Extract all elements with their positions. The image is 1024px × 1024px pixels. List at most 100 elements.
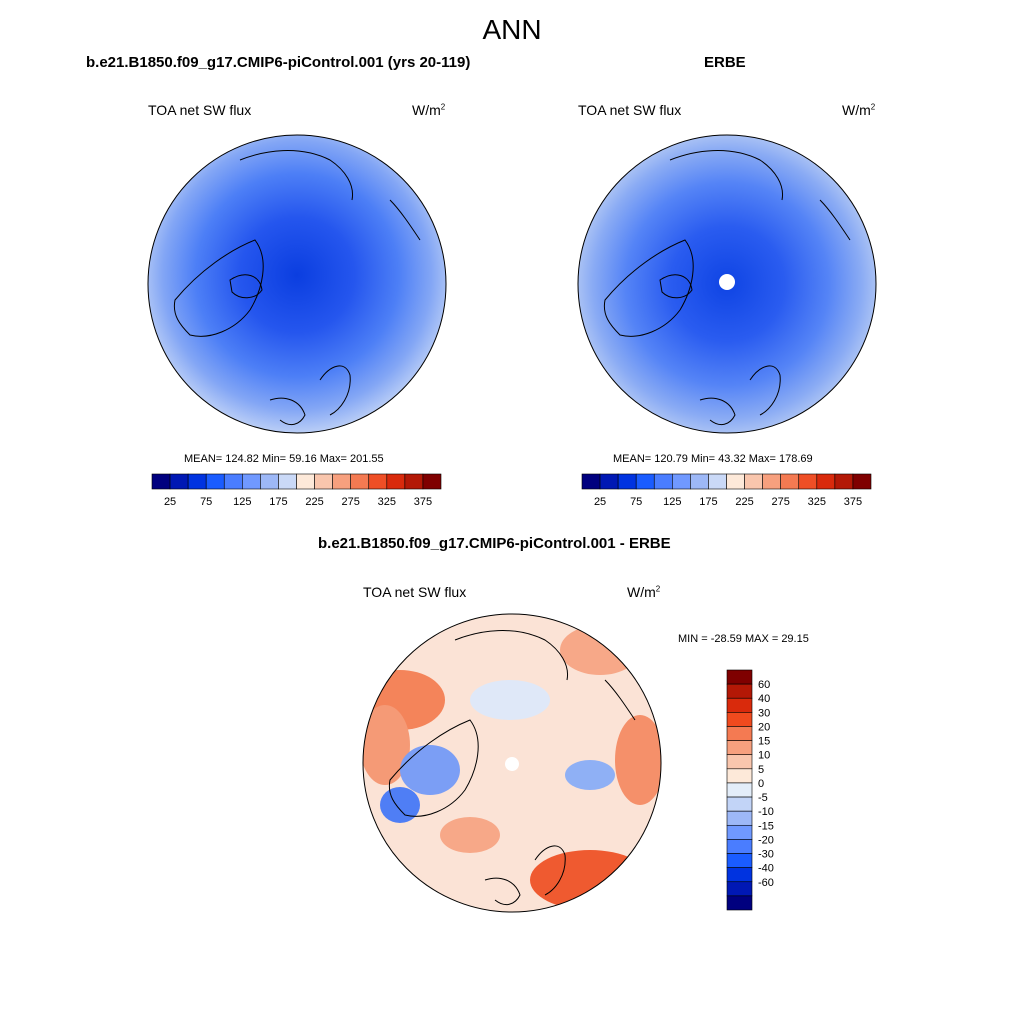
- main-title: ANN: [482, 14, 542, 45]
- panel2-variable-label: TOA net SW flux: [578, 102, 682, 118]
- colorbar-tick-label: -30: [758, 849, 774, 861]
- colorbar-box: [726, 669, 753, 685]
- colorbar-box: [726, 810, 753, 826]
- panel3-variable-label: TOA net SW flux: [363, 584, 467, 600]
- colorbar-tick-label: 125: [233, 496, 251, 508]
- colorbar-box: [798, 473, 818, 490]
- colorbar-tick-label: 375: [414, 496, 432, 508]
- panel3-units: W/m2: [627, 584, 661, 600]
- map-difference: [362, 613, 662, 913]
- colorbar-box: [726, 697, 753, 713]
- colorbar-box: [350, 473, 370, 490]
- colorbar-box: [726, 683, 753, 699]
- colorbar-box: [581, 473, 601, 490]
- colorbar-box: [726, 867, 753, 883]
- colorbar-box: [242, 473, 261, 490]
- colorbar-tick-label: 325: [808, 496, 826, 508]
- colorbar-box: [599, 473, 619, 490]
- colorbar-tick-label: 225: [305, 496, 323, 508]
- colorbar-box: [278, 473, 297, 490]
- colorbar-tick-label: -60: [758, 877, 774, 889]
- colorbar-tick-label: 60: [758, 679, 770, 691]
- colorbar-box: [368, 473, 388, 490]
- colorbar-box: [816, 473, 836, 490]
- colorbar-tick-label: 10: [758, 750, 770, 762]
- colorbar-box: [708, 473, 727, 490]
- colorbar-box: [762, 473, 781, 490]
- colorbar-box: [151, 473, 171, 490]
- panel3-title: b.e21.B1850.f09_g17.CMIP6-piControl.001 …: [318, 535, 671, 552]
- panel1-stats: MEAN= 124.82 Min= 59.16 Max= 201.55: [184, 453, 384, 465]
- colorbar-box: [169, 473, 189, 490]
- panel2-title: ERBE: [704, 54, 746, 71]
- colorbar-tick-label: 325: [378, 496, 396, 508]
- colorbar-box: [690, 473, 709, 490]
- colorbar-tick-label: -10: [758, 806, 774, 818]
- colorbar-box: [386, 473, 406, 490]
- colorbar-box: [780, 473, 800, 490]
- panel3-stats: MIN = -28.59 MAX = 29.15: [678, 633, 809, 645]
- colorbar-tick-label: 175: [269, 496, 287, 508]
- colorbar-tick-label: 5: [758, 764, 764, 776]
- colorbar-box: [726, 782, 753, 798]
- colorbar-box: [726, 839, 753, 854]
- colorbar-box: [314, 473, 333, 490]
- colorbar-tick-label: 40: [758, 693, 770, 705]
- colorbar-tick-label: 15: [758, 736, 770, 748]
- colorbar-tick-label: 75: [200, 496, 212, 508]
- colorbar-box: [726, 712, 753, 727]
- colorbar-box: [296, 473, 315, 490]
- colorbar-box: [260, 473, 279, 490]
- colorbar-tick-label: 375: [844, 496, 862, 508]
- colorbar-tick-label: 125: [663, 496, 681, 508]
- colorbar-tick-label: 30: [758, 707, 770, 719]
- colorbar-tick-label: 25: [594, 496, 606, 508]
- colorbar-box: [726, 740, 753, 756]
- colorbar-tick-label: 75: [630, 496, 642, 508]
- colorbar-box: [726, 895, 753, 911]
- colorbar-tick-label: -20: [758, 834, 774, 846]
- map-observation: [577, 134, 877, 434]
- colorbar-tick-label: -40: [758, 863, 774, 875]
- colorbar-box: [635, 473, 655, 490]
- colorbar-observation: 25 75 125 175 225 275 325 375: [581, 473, 872, 508]
- colorbar-box: [726, 824, 753, 840]
- colorbar-box: [726, 726, 753, 741]
- colorbar-box: [834, 473, 854, 490]
- colorbar-box: [653, 473, 673, 490]
- colorbar-box: [726, 881, 753, 897]
- colorbar-box: [726, 754, 753, 770]
- map-model: [147, 134, 447, 434]
- colorbar-box: [852, 473, 872, 490]
- colorbar-difference: 60 40 30 20 15 10 5 0 -5 -10 -15 -20 -30 -40 -60: [726, 669, 774, 911]
- panel1-title: b.e21.B1850.f09_g17.CMIP6-piControl.001 …: [86, 54, 471, 71]
- colorbar-box: [404, 473, 424, 490]
- panel2-stats: MEAN= 120.79 Min= 43.32 Max= 178.69: [613, 453, 813, 465]
- panel1-variable-label: TOA net SW flux: [148, 102, 252, 118]
- colorbar-box: [726, 796, 753, 812]
- pole-missing-data-dot: [719, 274, 735, 290]
- colorbar-model: 25 75 125 175 225 275 325 375: [151, 473, 442, 508]
- colorbar-box: [332, 473, 351, 490]
- colorbar-tick-label: 175: [699, 496, 717, 508]
- colorbar-tick-label: -15: [758, 820, 774, 832]
- colorbar-box: [726, 853, 753, 868]
- colorbar-box: [726, 473, 745, 490]
- colorbar-box: [726, 768, 753, 784]
- colorbar-box: [223, 473, 243, 490]
- colorbar-tick-label: 225: [735, 496, 753, 508]
- colorbar-tick-label: 275: [342, 496, 360, 508]
- colorbar-box: [187, 473, 207, 490]
- colorbar-box: [422, 473, 442, 490]
- colorbar-tick-label: 20: [758, 721, 770, 733]
- pole-missing-data-dot: [505, 757, 519, 771]
- colorbar-tick-label: -5: [758, 792, 768, 804]
- colorbar-box: [205, 473, 225, 490]
- colorbar-tick-label: 25: [164, 496, 176, 508]
- colorbar-tick-label: 275: [772, 496, 790, 508]
- colorbar-box: [672, 473, 691, 490]
- panel1-units: W/m2: [412, 102, 446, 118]
- colorbar-box: [744, 473, 763, 490]
- colorbar-box: [617, 473, 637, 490]
